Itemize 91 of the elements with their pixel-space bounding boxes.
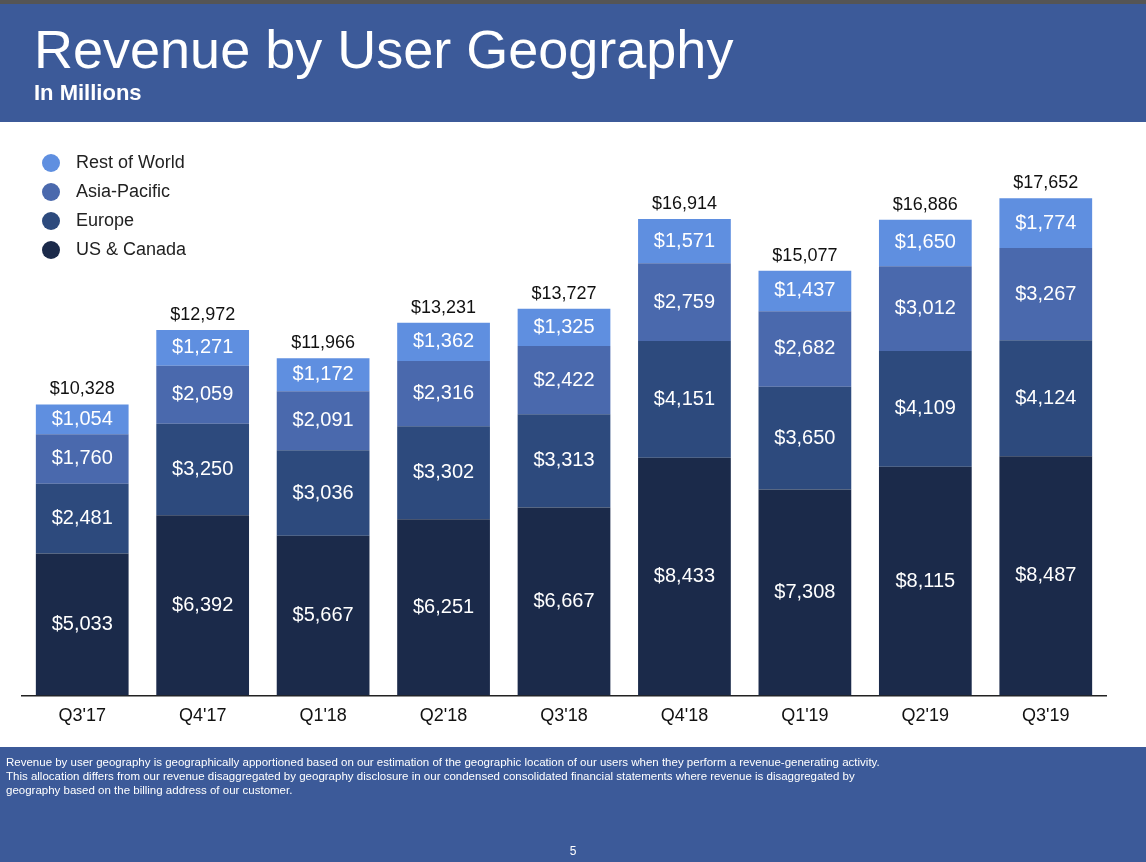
total-label: $16,914 [651, 192, 717, 213]
bar [999, 248, 1093, 341]
bar [878, 351, 972, 467]
bar [638, 340, 731, 458]
data-label: $2,481 [51, 506, 113, 529]
bar [276, 535, 370, 696]
bar [156, 423, 250, 516]
bar [758, 311, 852, 387]
bar [638, 218, 731, 264]
bar [999, 340, 1093, 457]
data-label: $6,392 [172, 592, 234, 615]
data-label: $2,091 [292, 408, 354, 431]
bar [276, 450, 370, 536]
bar [35, 434, 129, 484]
bar [35, 483, 129, 554]
bar [276, 391, 370, 451]
x-tick-label: Q3'18 [540, 705, 588, 726]
bar [397, 519, 490, 696]
data-label: $3,302 [412, 460, 475, 483]
bar [999, 198, 1093, 249]
data-label: $6,667 [533, 589, 595, 612]
data-label: $2,682 [774, 336, 836, 359]
x-tick-label: Q2'18 [419, 705, 468, 726]
data-label: $2,059 [172, 382, 234, 405]
data-label: $5,667 [292, 603, 354, 626]
bar [638, 457, 731, 696]
total-label: $12,972 [170, 303, 236, 324]
data-label: $1,774 [1015, 210, 1077, 233]
chart-subtitle: In Millions [34, 80, 143, 106]
data-label: $4,151 [653, 386, 716, 409]
data-label: $1,054 [51, 406, 113, 429]
bar [517, 414, 611, 508]
data-label: $6,251 [412, 594, 475, 617]
chart-title: Revenue by User Geography [34, 18, 735, 80]
data-label: $7,308 [774, 579, 836, 602]
data-label: $1,362 [412, 329, 475, 352]
data-label: $1,437 [774, 278, 836, 301]
data-label: $3,267 [1015, 281, 1077, 304]
data-label: $1,325 [533, 314, 595, 337]
bar [156, 365, 250, 424]
total-label: $13,231 [411, 296, 477, 317]
total-label: $13,727 [531, 282, 597, 303]
x-tick-label: Q3'17 [58, 705, 106, 726]
bar [878, 266, 972, 352]
data-label: $2,422 [533, 367, 595, 390]
legend-label: Asia-Pacific [76, 181, 171, 202]
text: Revenue by user geography is geographically apportioned based on our estimation of the geographic location of our users when they perform a revenue-generating activity. This allocation differs from our revenue disaggregated by geography disclosure in our condensed consolidated financial statements where revenue is disaggregated by geography based on the billing address of our customer. [5, 755, 881, 797]
legend-label: US & Canada [76, 239, 187, 260]
data-label: $8,115 [895, 568, 956, 591]
x-tick-label: Q4'17 [178, 705, 227, 726]
legend-label: Europe [76, 210, 135, 231]
bar [35, 553, 129, 696]
bar [517, 507, 611, 696]
data-label: $4,124 [1015, 385, 1077, 408]
bar [878, 466, 972, 696]
data-label: $8,433 [653, 564, 716, 587]
data-label: $3,313 [533, 448, 595, 471]
x-tick-label: Q2'19 [901, 705, 950, 726]
data-label: $2,759 [653, 289, 716, 312]
data-label: $1,571 [653, 228, 716, 251]
bar [758, 386, 852, 490]
data-label: $1,172 [292, 362, 354, 385]
bar [397, 361, 490, 427]
total-label: $17,652 [1013, 172, 1079, 193]
data-label: $3,250 [172, 457, 234, 480]
bar [758, 489, 852, 696]
total-label: $10,328 [49, 378, 115, 399]
bar [517, 346, 611, 415]
data-label: $4,109 [894, 396, 956, 419]
data-label: $3,012 [894, 296, 956, 319]
total-label: $16,886 [892, 193, 958, 214]
data-label: $5,033 [51, 612, 113, 635]
x-tick-label: Q1'18 [299, 705, 347, 726]
x-tick-label: Q1'19 [781, 705, 829, 726]
bar [999, 456, 1093, 696]
data-label: $8,487 [1015, 563, 1077, 586]
bar [156, 515, 250, 696]
text: 5 [568, 844, 578, 858]
data-label: $2,316 [412, 381, 475, 404]
data-label: $1,271 [172, 335, 234, 358]
data-label: $1,760 [51, 446, 113, 469]
data-label: $1,650 [894, 230, 956, 253]
x-tick-label: Q3'19 [1022, 705, 1070, 726]
x-tick-label: Q4'18 [660, 705, 709, 726]
bar [638, 263, 731, 341]
data-label: $3,036 [292, 480, 354, 503]
total-label: $11,966 [291, 332, 355, 353]
total-label: $15,077 [772, 244, 838, 265]
legend-label: Rest of World [76, 152, 185, 173]
bar [397, 426, 490, 520]
data-label: $3,650 [774, 425, 836, 448]
